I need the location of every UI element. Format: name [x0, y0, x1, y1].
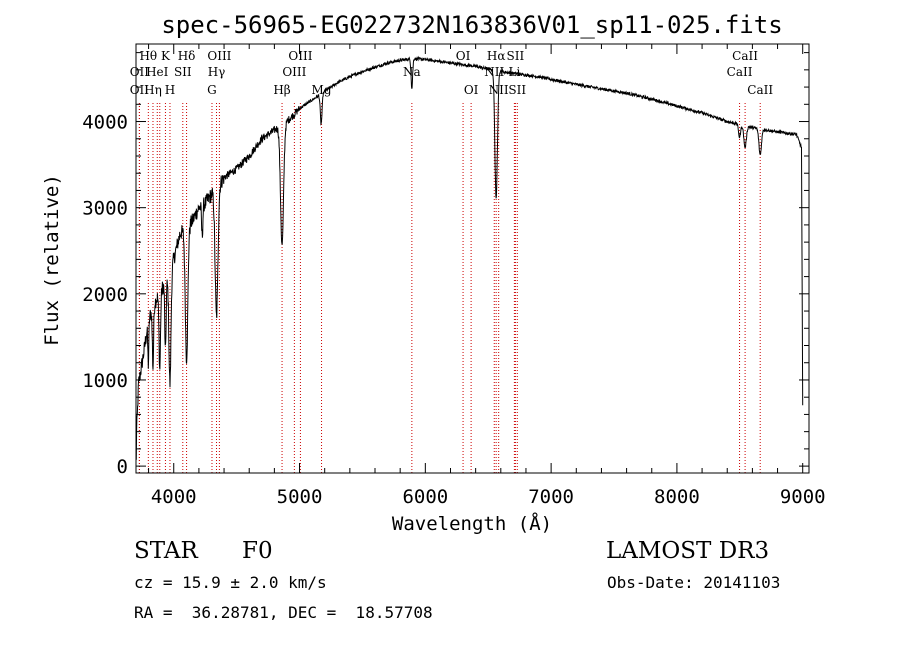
marker-label: Hδ: [178, 49, 196, 63]
marker-lines-group: OII OII Hθ Hη HeI K H SII Hδ G Hγ OIII Hβ OIII OIII Mg N…: [130, 49, 773, 473]
marker-label: G: [207, 83, 217, 97]
marker-label: HeI: [146, 65, 169, 79]
y-tick-label: 0: [117, 456, 128, 478]
y-tick-label: 1000: [82, 370, 128, 392]
spectrum-line: [135, 55, 804, 460]
marker-label: H: [165, 83, 175, 97]
marker-label: OIII: [207, 49, 231, 63]
marker-label: SII: [174, 65, 192, 79]
y-axis-label: Flux (relative): [41, 174, 63, 346]
plot-frame: [135, 43, 810, 474]
x-tick-label: 9000: [780, 486, 826, 508]
object-subclass: F0: [242, 538, 273, 564]
y-tick-label: 3000: [82, 198, 128, 220]
marker-label: K: [161, 49, 171, 63]
marker-label: Mg: [312, 83, 332, 97]
marker-label: OII: [130, 83, 150, 97]
marker-label: OI: [464, 83, 479, 97]
y-tick-label: 4000: [82, 112, 128, 134]
marker-label: CaII: [732, 49, 758, 63]
marker-label: SII: [508, 83, 526, 97]
marker-label: Na: [403, 65, 421, 79]
marker-label: OII: [130, 65, 150, 79]
object-class: STAR: [134, 538, 198, 564]
marker-label: Hη: [144, 83, 162, 97]
marker-label: OIII: [288, 49, 312, 63]
coordinates-text: RA = 36.28781, DEC = 18.57708: [134, 603, 433, 622]
axis-ticks-group: 4000 5000 6000 7000 8000 9000 0 1000 2000 3000 400…: [82, 44, 826, 508]
marker-label: Hβ: [273, 83, 290, 97]
survey-name: LAMOST DR3: [606, 538, 770, 564]
marker-label: Hγ: [208, 65, 226, 79]
x-tick-label: 4000: [151, 486, 197, 508]
x-tick-label: 8000: [654, 486, 700, 508]
marker-label: OIII: [282, 65, 306, 79]
x-tick-label: 5000: [277, 486, 323, 508]
marker-label: CaII: [747, 83, 773, 97]
marker-label: OI: [456, 49, 471, 63]
obs-date-text: Obs-Date: 20141103: [607, 573, 781, 592]
marker-label: SII: [507, 49, 525, 63]
redshift-text: cz = 15.9 ± 2.0 km/s: [134, 573, 327, 592]
y-tick-label: 2000: [82, 284, 128, 306]
x-axis-label: Wavelength (Å): [392, 512, 552, 535]
marker-label: Li: [508, 65, 520, 79]
chart-title: spec-56965-EG022732N163836V01_sp11-025.f…: [161, 11, 782, 39]
marker-label: CaII: [727, 65, 753, 79]
x-tick-label: 7000: [528, 486, 574, 508]
marker-label: Hθ: [139, 49, 157, 63]
x-tick-label: 6000: [402, 486, 448, 508]
marker-label: Hα: [487, 49, 506, 63]
